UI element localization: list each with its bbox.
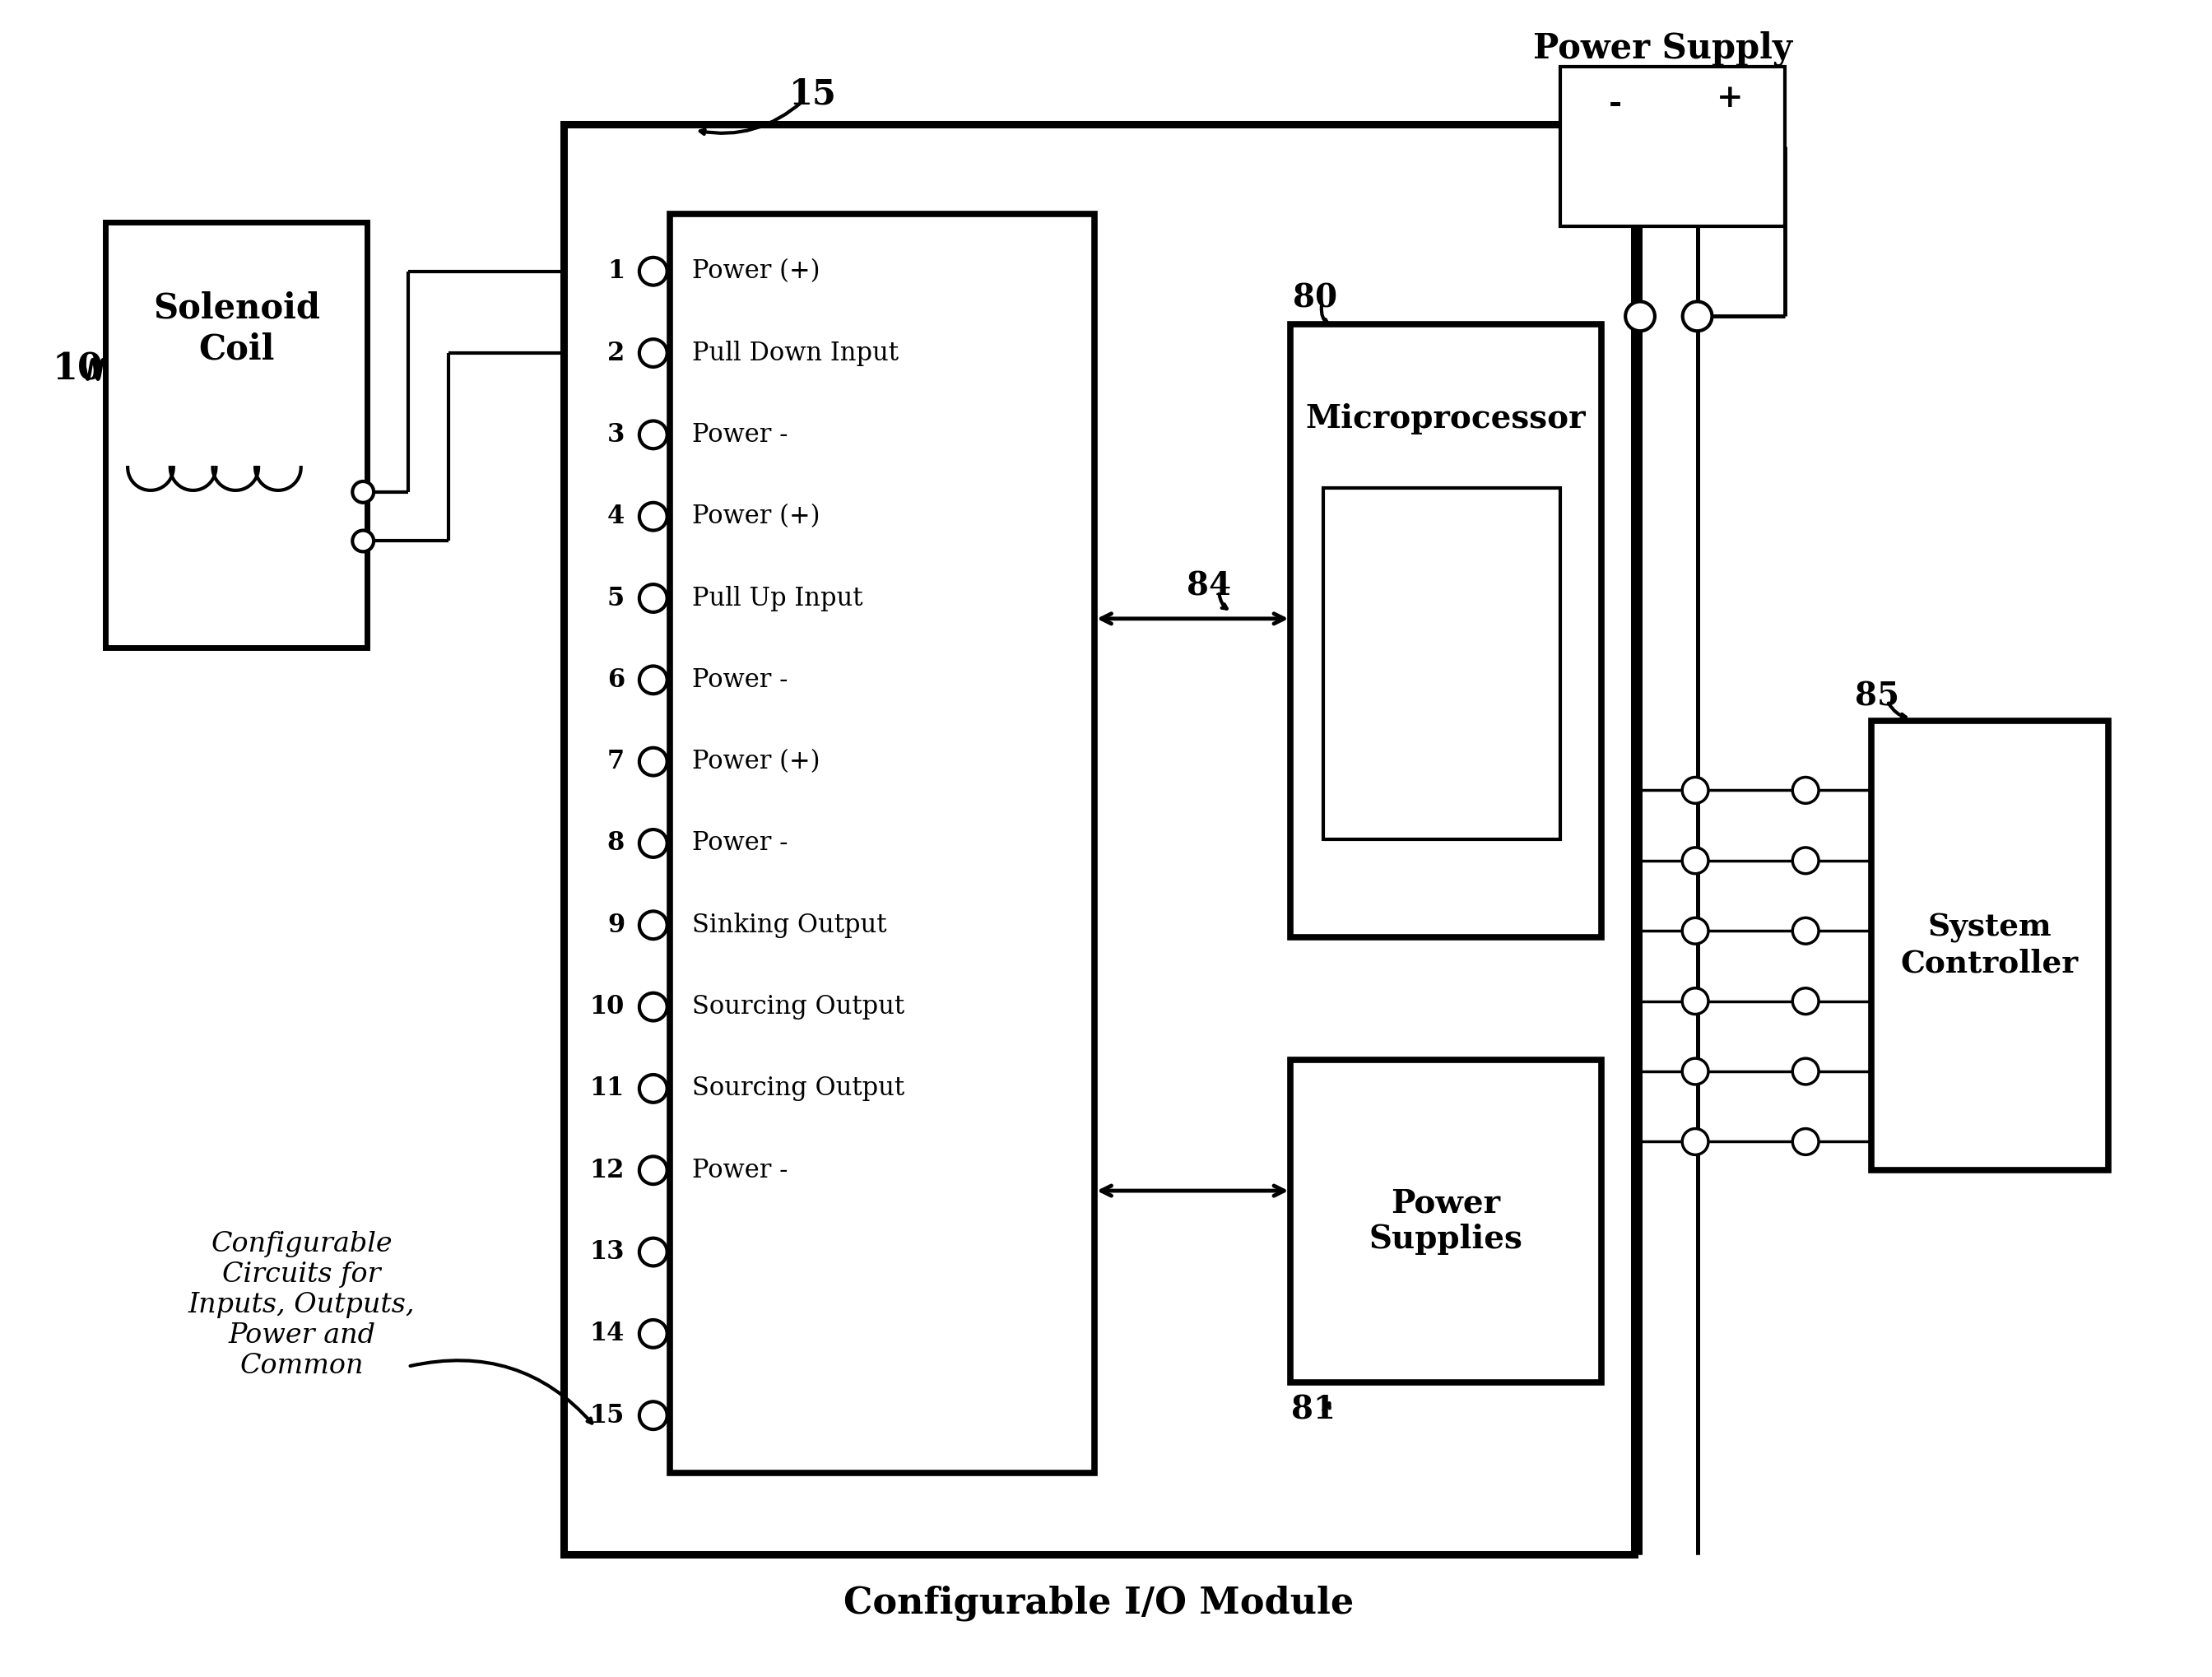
Circle shape [639, 258, 668, 285]
Bar [1292, 1060, 1601, 1384]
Text: Power -: Power - [692, 423, 787, 448]
Text: Configurable I/O Module: Configurable I/O Module [843, 1585, 1354, 1622]
Circle shape [639, 503, 668, 530]
Circle shape [1792, 1058, 1818, 1085]
Circle shape [352, 481, 374, 503]
Text: 2: 2 [606, 340, 624, 366]
Text: 14: 14 [591, 1321, 624, 1347]
Text: 13: 13 [591, 1239, 624, 1264]
Circle shape [639, 1075, 668, 1102]
Text: 12: 12 [591, 1157, 624, 1182]
Text: Power (+): Power (+) [692, 258, 821, 283]
Circle shape [1681, 1129, 1708, 1155]
Text: Sinking Output: Sinking Output [692, 912, 887, 937]
Circle shape [639, 666, 668, 694]
Text: Power (+): Power (+) [692, 750, 821, 775]
Circle shape [639, 1320, 668, 1348]
Text: Coil: Coil [199, 332, 274, 366]
Text: -: - [1608, 89, 1621, 119]
Circle shape [639, 911, 668, 939]
Circle shape [639, 339, 668, 367]
Bar [1559, 67, 1785, 226]
Circle shape [639, 748, 668, 775]
Text: 3: 3 [606, 423, 624, 448]
Text: 10: 10 [591, 994, 624, 1020]
Text: 4: 4 [606, 503, 624, 530]
Circle shape [639, 1157, 668, 1184]
Bar [564, 124, 1635, 1555]
Circle shape [1681, 917, 1708, 944]
Text: Sourcing Output: Sourcing Output [692, 994, 905, 1020]
Text: Power -: Power - [692, 667, 787, 693]
Bar [1871, 721, 2108, 1171]
Circle shape [1681, 776, 1708, 803]
Text: 8: 8 [606, 830, 624, 857]
Text: 80: 80 [1294, 283, 1338, 314]
Circle shape [1792, 776, 1818, 803]
Text: Pull Up Input: Pull Up Input [692, 585, 863, 610]
Circle shape [352, 530, 374, 552]
Text: Power (+): Power (+) [692, 503, 821, 530]
Text: System
Controller: System Controller [1900, 912, 2079, 978]
Circle shape [1626, 302, 1655, 330]
Circle shape [1683, 302, 1712, 330]
Text: Configurable
Circuits for
Inputs, Outputs,
Power and
Common: Configurable Circuits for Inputs, Output… [188, 1231, 416, 1378]
Bar [106, 223, 367, 647]
Text: Power
Supplies: Power Supplies [1369, 1187, 1522, 1254]
Text: 84: 84 [1186, 570, 1232, 602]
Text: Solenoid: Solenoid [153, 290, 321, 325]
Circle shape [1681, 988, 1708, 1015]
Text: Power Supply: Power Supply [1533, 30, 1792, 65]
Circle shape [1792, 1129, 1818, 1155]
Text: 7: 7 [608, 750, 624, 775]
Text: 10: 10 [53, 352, 104, 387]
Circle shape [1681, 847, 1708, 874]
Text: 15: 15 [591, 1402, 624, 1429]
Text: 15: 15 [790, 77, 836, 111]
Text: Power -: Power - [692, 830, 787, 857]
Text: 85: 85 [1854, 681, 1898, 713]
Text: Pull Down Input: Pull Down Input [692, 340, 898, 366]
Circle shape [639, 584, 668, 612]
Circle shape [639, 830, 668, 857]
Text: 9: 9 [608, 912, 624, 937]
Bar [670, 215, 1095, 1472]
Text: +: + [1717, 82, 1743, 114]
Bar [1292, 324, 1601, 937]
Circle shape [1792, 917, 1818, 944]
Text: Power -: Power - [692, 1157, 787, 1182]
Circle shape [639, 1238, 668, 1266]
Circle shape [639, 421, 668, 449]
Bar [1323, 488, 1559, 838]
Text: 11: 11 [591, 1077, 624, 1102]
Circle shape [639, 993, 668, 1021]
Text: 5: 5 [608, 585, 624, 610]
Circle shape [1681, 1058, 1708, 1085]
Circle shape [1792, 847, 1818, 874]
Text: 6: 6 [608, 667, 624, 693]
Circle shape [1792, 988, 1818, 1015]
Circle shape [639, 1402, 668, 1429]
Text: 1: 1 [608, 258, 624, 283]
Text: Sourcing Output: Sourcing Output [692, 1077, 905, 1102]
Text: 81: 81 [1292, 1394, 1336, 1425]
Text: Microprocessor: Microprocessor [1305, 402, 1586, 434]
